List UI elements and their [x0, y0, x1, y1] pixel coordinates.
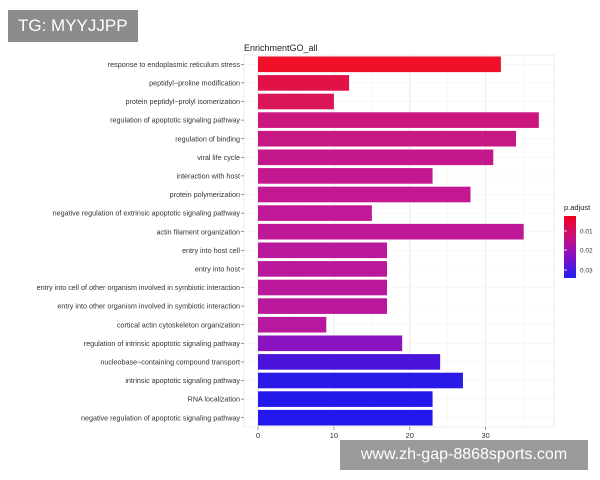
- bar: [258, 130, 517, 147]
- plot-panel: [243, 54, 555, 428]
- bar: [258, 298, 388, 314]
- bar: [258, 56, 501, 73]
- y-axis-labels: response to endoplasmic reticulum stress…: [37, 60, 244, 422]
- bar: [258, 112, 539, 128]
- watermark-top: TG: MYYJJPP: [8, 10, 138, 42]
- bar: [258, 75, 350, 91]
- x-axis: 0 10 20 30: [256, 427, 490, 440]
- legend-tick-label: 0.02: [580, 248, 593, 255]
- bar: [258, 335, 403, 352]
- y-axis-label: regulation of binding: [175, 134, 240, 143]
- chart-title: EnrichmentGO_all: [244, 43, 318, 53]
- y-axis-label: RNA localization: [188, 395, 240, 404]
- y-axis-label: intrinsic apoptotic signaling pathway: [125, 376, 240, 385]
- x-tick-label: 30: [482, 431, 490, 440]
- bar: [258, 391, 433, 407]
- y-axis-label: regulation of intrinsic apoptotic signal…: [84, 339, 241, 348]
- y-axis-label: negative regulation of apoptotic signali…: [81, 413, 240, 422]
- y-axis-label: cortical actin cytoskeleton organization: [117, 320, 240, 329]
- bar: [258, 149, 494, 166]
- bar: [258, 261, 388, 277]
- bar: [258, 279, 388, 296]
- x-tick-label: 10: [330, 431, 338, 440]
- y-axis-label: entry into other organism involved in sy…: [57, 302, 240, 311]
- watermark-bottom: www.zh-gap-8868sports.com: [340, 440, 588, 470]
- y-axis-label: response to endoplasmic reticulum stress: [108, 60, 241, 69]
- bar: [258, 186, 471, 203]
- bar: [258, 354, 441, 370]
- bar: [258, 316, 327, 333]
- y-axis-label: interaction with host: [176, 172, 240, 181]
- y-axis-label: protein polymerization: [170, 190, 240, 199]
- y-axis-label: negative regulation of extrinsic apoptot…: [53, 209, 241, 218]
- bar: [258, 372, 463, 389]
- y-axis-label: protein peptidyl−prolyl isomerization: [126, 97, 240, 106]
- legend-tick-label: 0.01: [580, 229, 593, 236]
- y-axis-label: entry into host: [195, 265, 240, 274]
- y-axis-label: entry into cell of other organism involv…: [37, 283, 240, 292]
- legend-title: p.adjust: [564, 203, 591, 212]
- bar: [258, 409, 433, 426]
- legend: p.adjust 0.01 0.02 0.03: [564, 203, 593, 278]
- x-tick-label: 20: [406, 431, 414, 440]
- bar: [258, 223, 524, 240]
- bars: [258, 56, 539, 426]
- legend-colorbar: [564, 216, 576, 278]
- y-axis-label: actin filament organization: [156, 227, 240, 236]
- bar: [258, 168, 433, 184]
- bar: [258, 242, 388, 259]
- y-axis-label: peptidyl−proline modification: [149, 79, 240, 88]
- x-tick-label: 0: [256, 431, 260, 440]
- bar: [258, 93, 334, 110]
- y-axis-label: nucleobase−containing compound transport: [100, 358, 240, 367]
- y-axis-label: viral life cycle: [197, 153, 240, 162]
- y-axis-label: entry into host cell: [182, 246, 240, 255]
- y-axis-label: regulation of apoptotic signaling pathwa…: [110, 116, 240, 125]
- legend-tick-label: 0.03: [580, 268, 593, 275]
- bar: [258, 205, 372, 221]
